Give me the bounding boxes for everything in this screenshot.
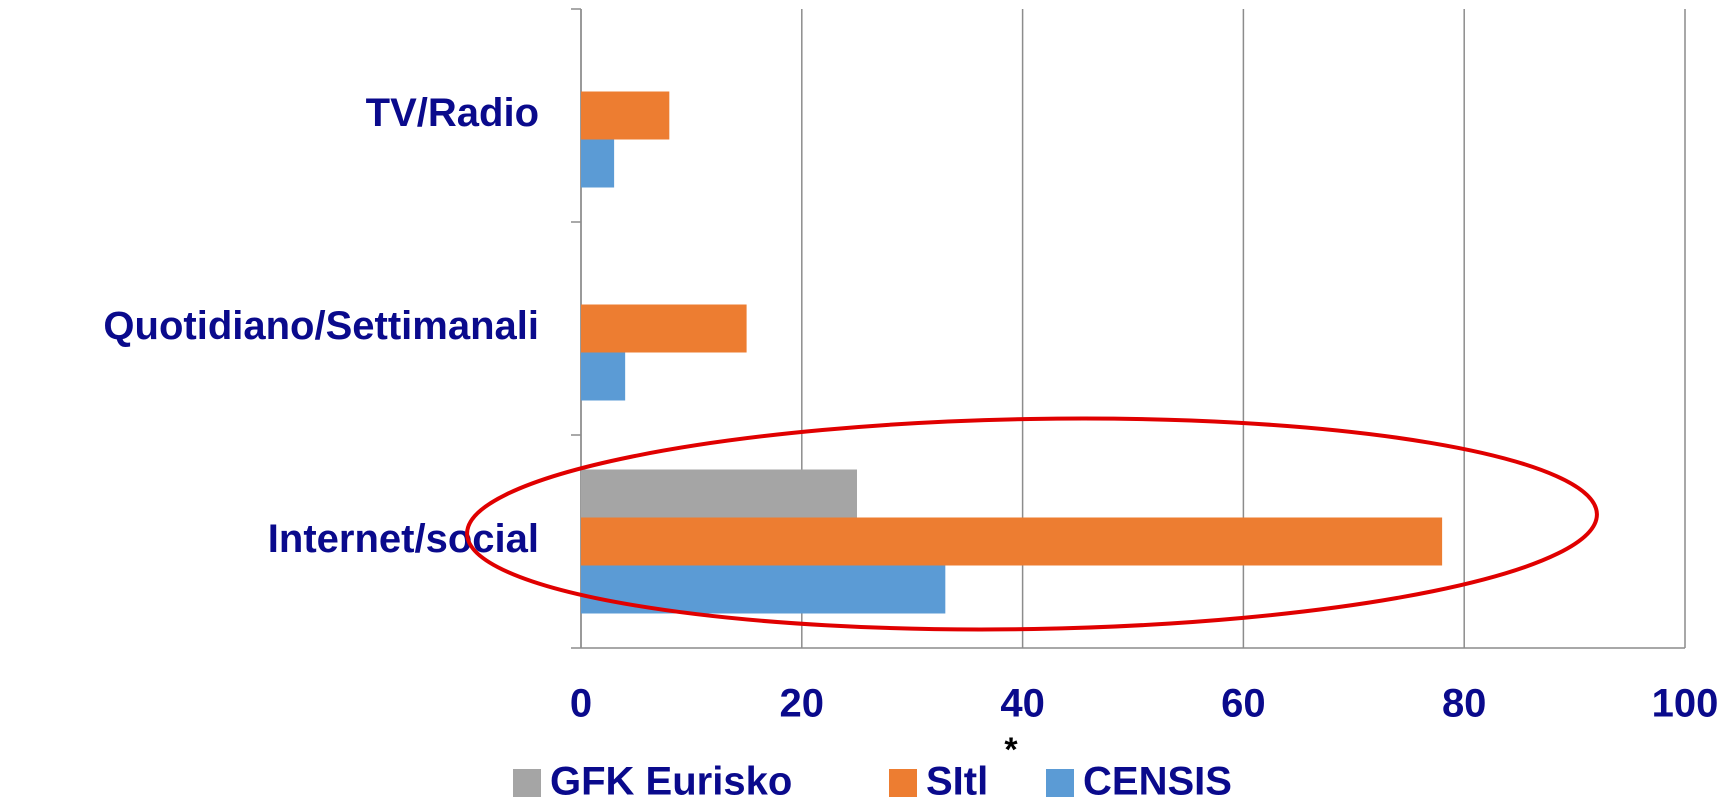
bar	[581, 517, 1443, 566]
y-tick-label: Internet/social	[268, 517, 539, 561]
legend-swatch	[1046, 769, 1074, 797]
legend-note: *	[1004, 731, 1018, 769]
bar	[581, 91, 670, 140]
legend-label: SItl	[926, 760, 988, 804]
x-tick-label: 20	[780, 682, 825, 726]
y-tick-label: TV/Radio	[366, 91, 539, 135]
legend-label: CENSIS	[1083, 760, 1232, 804]
legend-swatch	[513, 769, 541, 797]
x-tick-label: 100	[1652, 682, 1719, 726]
bar	[581, 352, 626, 401]
legend-label: GFK Eurisko	[550, 760, 792, 804]
x-tick-label: 80	[1442, 682, 1487, 726]
bar	[581, 469, 857, 518]
bar	[581, 304, 747, 353]
bar	[581, 139, 615, 188]
legend-swatch	[889, 769, 917, 797]
highlight-ellipse	[465, 416, 1599, 632]
x-tick-label: 0	[570, 682, 592, 726]
x-tick-label: 40	[1000, 682, 1045, 726]
x-tick-label: 60	[1221, 682, 1266, 726]
y-tick-label: Quotidiano/Settimanali	[103, 304, 539, 348]
